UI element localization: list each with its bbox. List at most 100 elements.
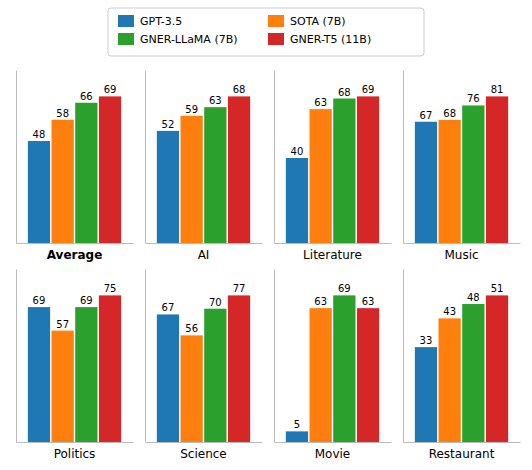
data-label: 63 [314, 97, 327, 108]
data-label: 43 [443, 306, 456, 317]
panel: 48586669Average [17, 71, 134, 263]
x-axis-line [17, 243, 134, 244]
panel: 40636869Literature [275, 71, 392, 263]
x-axis-line [404, 442, 521, 443]
bars [28, 96, 121, 243]
chart: GPT-3.5 SOTA (7B) GNER-LLaMA (7B) GNER-T5 (… [0, 0, 532, 470]
data-label: 77 [233, 283, 246, 294]
y-axis [403, 71, 404, 244]
legend-item: SOTA (7B) [268, 15, 346, 28]
x-axis-label: AI [198, 248, 210, 262]
bar [439, 120, 461, 243]
x-axis [146, 442, 263, 443]
bar [204, 309, 226, 442]
legend-item: GPT-3.5 [118, 15, 182, 28]
legend-swatch [268, 15, 284, 27]
bar [99, 295, 121, 442]
bar [333, 295, 355, 442]
bars [28, 295, 121, 442]
bar [228, 295, 250, 442]
legend-item: GNER-T5 (11B) [268, 33, 371, 46]
bars [286, 96, 379, 243]
bar [415, 347, 437, 442]
data-label: 69 [80, 295, 93, 306]
y-axis-line [16, 71, 17, 244]
bar [286, 431, 308, 442]
bar [357, 96, 379, 243]
data-label: 52 [162, 119, 175, 130]
panel: 67687681Music [404, 71, 521, 263]
x-axis [404, 442, 521, 443]
legend-label: GPT-3.5 [140, 15, 182, 28]
bar [333, 99, 355, 243]
x-axis [17, 243, 134, 244]
panel: 33434851Restaurant [404, 270, 521, 462]
bar [310, 308, 332, 442]
y-axis-line [403, 270, 404, 443]
x-axis-line [146, 243, 263, 244]
legend-swatch [118, 15, 134, 27]
data-label: 58 [56, 108, 69, 119]
bar [310, 109, 332, 243]
data-label: 69 [338, 283, 351, 294]
y-axis-line [145, 270, 146, 443]
y-axis [274, 270, 275, 443]
bar [486, 96, 508, 243]
data-label: 81 [491, 84, 504, 95]
y-axis [274, 71, 275, 244]
x-axis-label: Average [47, 248, 103, 262]
x-axis-label: Science [180, 447, 227, 461]
bar [357, 308, 379, 442]
bar [181, 116, 203, 243]
y-axis-line [274, 71, 275, 244]
x-axis-label: Literature [303, 248, 362, 262]
bar [52, 120, 74, 243]
data-label: 70 [209, 297, 222, 308]
data-label: 69 [33, 295, 46, 306]
data-label: 48 [467, 292, 480, 303]
bar [99, 96, 121, 243]
bar [157, 314, 179, 442]
legend-label: SOTA (7B) [290, 15, 346, 28]
x-axis-line [146, 442, 263, 443]
bar [462, 304, 484, 442]
panel: 5 63 69 63 Movie [275, 270, 392, 462]
bar [52, 331, 74, 442]
bar [28, 307, 50, 442]
data-label: 66 [80, 91, 93, 102]
x-axis [404, 243, 521, 244]
data-label: 57 [56, 319, 69, 330]
panel: 69576975Politics [17, 270, 134, 462]
bar [204, 107, 226, 243]
x-axis-line [275, 442, 392, 443]
x-axis-line [17, 442, 134, 443]
data-label: 76 [467, 93, 480, 104]
bar [228, 96, 250, 243]
bar [462, 105, 484, 243]
bars [157, 295, 250, 442]
bars [157, 96, 250, 243]
data-label: 67 [162, 302, 175, 313]
data-label: 68 [233, 84, 246, 95]
data-label: 69 [104, 84, 117, 95]
data-label: 59 [185, 104, 198, 115]
x-axis-line [275, 243, 392, 244]
data-label: 56 [185, 323, 198, 334]
legend: GPT-3.5 SOTA (7B) GNER-LLaMA (7B) GNER-T5 (… [108, 8, 424, 56]
bar [157, 131, 179, 243]
data-label: 63 [362, 296, 375, 307]
x-axis-label: Movie [315, 447, 351, 461]
panel: 67 56 70 77 Science [146, 270, 263, 462]
data-label: 5 [294, 419, 300, 430]
bar [75, 307, 97, 442]
y-axis-line [403, 71, 404, 244]
legend-label: GNER-LLaMA (7B) [140, 33, 238, 46]
legend-label: GNER-T5 (11B) [290, 33, 371, 46]
data-label: 63 [314, 296, 327, 307]
y-axis [145, 71, 146, 244]
bar [439, 318, 461, 442]
data-label: 68 [443, 108, 456, 119]
x-axis [275, 442, 392, 443]
data-label: 33 [420, 335, 433, 346]
data-label: 69 [362, 84, 375, 95]
